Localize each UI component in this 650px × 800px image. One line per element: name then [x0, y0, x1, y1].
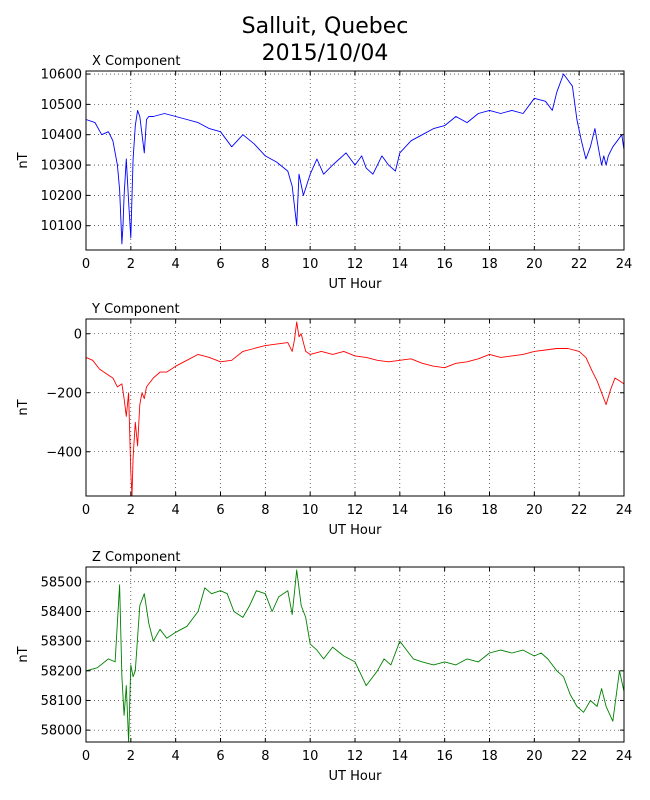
x-component-ytick-label: 10400 — [41, 128, 82, 143]
y-component-xtick-label: 20 — [526, 503, 543, 518]
y-component-xtick-label: 14 — [392, 503, 409, 518]
y-component-xtick-label: 2 — [127, 503, 135, 518]
z-component-xlabel: UT Hour — [329, 769, 383, 784]
y-component-xtick-label: 10 — [302, 503, 319, 518]
y-component-ytick-label: −400 — [46, 445, 82, 460]
z-component-panel: 0 2 4 6 8 10 12 14 16 18 20 22 245800058100582005830… — [16, 550, 632, 784]
x-component-xtick-label: 0 — [82, 257, 90, 272]
x-component-xtick-label: 10 — [302, 257, 319, 272]
y-component-title: Y Component — [91, 302, 180, 317]
x-component-xtick-label: 22 — [571, 257, 588, 272]
x-component-xtick-label: 6 — [216, 257, 224, 272]
y-component-xtick-label: 8 — [261, 503, 269, 518]
x-component-xlabel: UT Hour — [329, 277, 383, 292]
x-component-panel: 0 2 4 6 8 10 12 14 16 18 20 22 241010010200103001040… — [16, 54, 632, 292]
x-component-xtick-label: 16 — [436, 257, 453, 272]
z-component-xtick-label: 20 — [526, 749, 543, 764]
y-component-ytick-label: −200 — [46, 386, 82, 401]
z-component-ytick-label: 58500 — [41, 575, 82, 590]
z-component-ytick-label: 58200 — [41, 664, 82, 679]
z-component-xtick-label: 4 — [172, 749, 180, 764]
z-component-xtick-label: 18 — [481, 749, 498, 764]
x-component-ylabel: nT — [16, 152, 31, 168]
y-component-xtick-label: 24 — [616, 503, 633, 518]
y-component-series-line — [85, 321, 625, 497]
y-component-xtick-label: 6 — [216, 503, 224, 518]
y-component-xtick-label: 4 — [172, 503, 180, 518]
x-component-ytick-label: 10300 — [41, 159, 82, 174]
panels-group: 0 2 4 6 8 10 12 14 16 18 20 22 241010010200103001040… — [16, 54, 632, 784]
x-component-series-line — [85, 73, 625, 245]
y-component-ytick-label: 0 — [74, 327, 82, 342]
x-component-xtick-label: 4 — [172, 257, 180, 272]
y-component-xtick-label: 12 — [347, 503, 364, 518]
x-component-xtick-label: 8 — [261, 257, 269, 272]
z-component-ytick-label: 58300 — [41, 635, 82, 650]
z-component-series-line — [85, 569, 625, 743]
z-component-title: Z Component — [92, 550, 181, 565]
x-component-xtick-label: 12 — [347, 257, 364, 272]
y-component-xtick-label: 0 — [82, 503, 90, 518]
x-component-ytick-label: 10500 — [41, 98, 82, 113]
z-component-ylabel: nT — [16, 646, 31, 662]
x-component-xtick-label: 24 — [616, 257, 633, 272]
x-component-xtick-label: 18 — [481, 257, 498, 272]
y-component-xtick-label: 16 — [436, 503, 453, 518]
z-component-xtick-label: 14 — [392, 749, 409, 764]
y-component-xtick-label: 22 — [571, 503, 588, 518]
z-component-xtick-label: 22 — [571, 749, 588, 764]
x-component-xtick-label: 20 — [526, 257, 543, 272]
y-component-xlabel: UT Hour — [329, 523, 383, 538]
z-component-xtick-label: 12 — [347, 749, 364, 764]
z-component-xtick-label: 0 — [82, 749, 90, 764]
x-component-ytick-label: 10100 — [41, 219, 82, 234]
x-component-ytick-label: 10600 — [41, 68, 82, 83]
z-component-xtick-label: 8 — [261, 749, 269, 764]
z-component-ytick-label: 58000 — [41, 724, 82, 739]
x-component-ytick-label: 10200 — [41, 189, 82, 204]
figure-title-line1: Salluit, Quebec — [242, 14, 409, 39]
z-component-xtick-label: 16 — [436, 749, 453, 764]
x-component-title: X Component — [92, 54, 181, 69]
x-component-xtick-label: 2 — [127, 257, 135, 272]
z-component-xtick-label: 2 — [127, 749, 135, 764]
z-component-ytick-label: 58100 — [41, 694, 82, 709]
x-component-xtick-label: 14 — [392, 257, 409, 272]
y-component-ylabel: nT — [16, 399, 31, 415]
z-component-xtick-label: 6 — [216, 749, 224, 764]
z-component-xtick-label: 24 — [616, 749, 633, 764]
z-component-xtick-label: 10 — [302, 749, 319, 764]
z-component-ytick-label: 58400 — [41, 605, 82, 620]
figure-title-line2: 2015/10/04 — [262, 41, 389, 66]
y-component-xtick-label: 18 — [481, 503, 498, 518]
